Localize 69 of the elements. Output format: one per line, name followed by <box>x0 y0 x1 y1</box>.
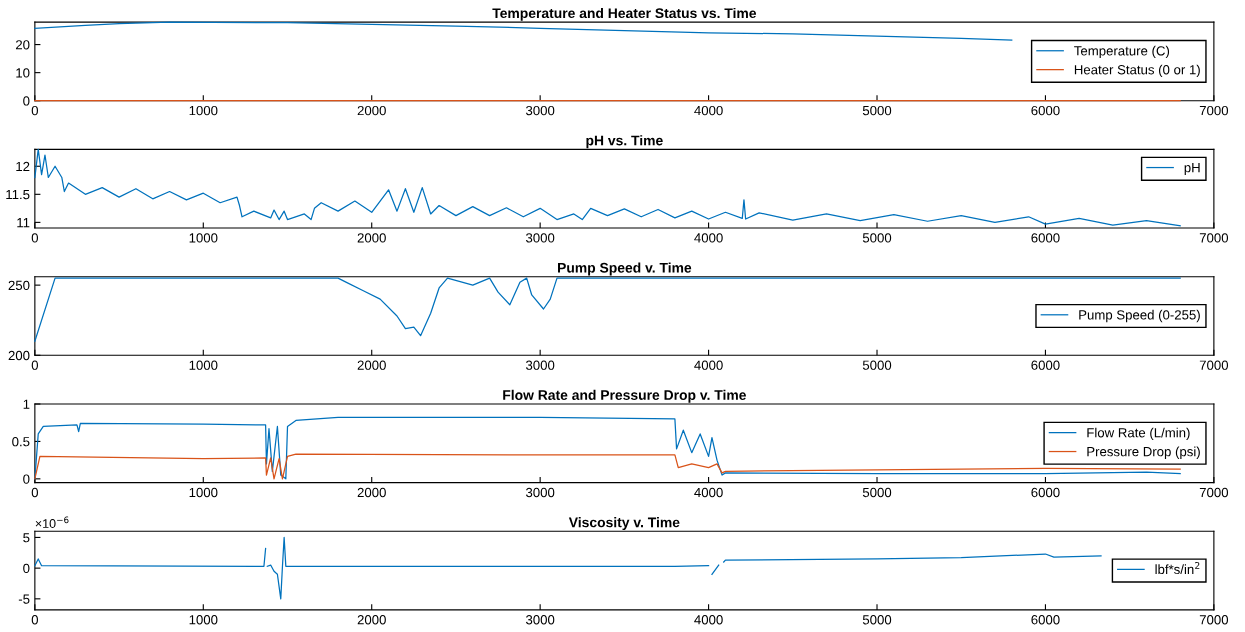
y-tick-label: 11 <box>17 218 30 228</box>
x-tick-label: 3000 <box>525 233 555 243</box>
x-tick-label: 6000 <box>1031 360 1060 370</box>
x-tick-label: 7000 <box>1199 233 1229 243</box>
legend-label: Heater Status (0 or 1) <box>1074 64 1200 77</box>
x-tick-label: 0 <box>31 487 39 498</box>
legend-label: Temperature (C) <box>1074 45 1170 59</box>
chart-title: Viscosity v. Time <box>568 517 680 531</box>
y-tick-label: 5 <box>23 533 30 543</box>
x-tick-label: 2000 <box>357 360 386 370</box>
x-tick-label: 0 <box>31 615 39 625</box>
x-tick-label: 3000 <box>525 360 555 370</box>
x-tick-label: 4000 <box>694 487 723 498</box>
text: ×10$^{−6}$ <box>35 516 69 528</box>
x-tick-label: 1000 <box>189 105 218 116</box>
x-tick-label: 6000 <box>1031 105 1060 116</box>
x-tick-label: 5000 <box>862 615 892 625</box>
x-tick-label: 6000 <box>1031 487 1060 498</box>
legend-label: Flow Rate (L/min) <box>1087 427 1190 440</box>
line-series <box>34 148 1181 227</box>
y-tick-label: 1 <box>23 399 30 409</box>
x-tick-label: 1000 <box>189 487 218 498</box>
x-tick-label: 1000 <box>189 233 218 243</box>
x-tick-label: 0 <box>31 233 39 243</box>
x-tick-label: 2000 <box>357 487 386 498</box>
x-tick-label: 6000 <box>1031 615 1060 625</box>
x-tick-label: 7000 <box>1199 615 1229 625</box>
legend-label: Pressure Drop (psi) <box>1087 446 1200 459</box>
chart-title: pH vs. Time <box>586 135 663 149</box>
x-tick-label: 7000 <box>1199 487 1229 498</box>
chart-title: Flow Rate and Pressure Drop v. Time <box>503 389 746 403</box>
x-tick-label: 3000 <box>525 487 555 498</box>
x-tick-label: 3000 <box>525 615 555 625</box>
x-tick-label: 4000 <box>694 233 723 243</box>
x-tick-label: 1000 <box>189 615 218 625</box>
x-tick-label: 3000 <box>525 105 555 116</box>
x-tick-label: 0 <box>31 105 39 116</box>
y-tick-label: 20 <box>15 40 30 50</box>
y-tick-label: 0 <box>23 563 30 574</box>
x-tick-label: 7000 <box>1199 105 1229 116</box>
legend-label: Pump Speed (0-255) <box>1079 309 1200 323</box>
y-tick-label: 11.5 <box>6 190 30 200</box>
x-tick-label: 5000 <box>862 105 892 116</box>
x-tick-label: 4000 <box>694 105 723 116</box>
x-tick-label: 5000 <box>862 487 892 498</box>
x-tick-label: 4000 <box>694 615 723 625</box>
x-tick-label: 6000 <box>1031 233 1060 243</box>
x-tick-label: 0 <box>31 360 39 370</box>
chart-title: Pump Speed v. Time <box>558 262 692 276</box>
y-tick-label: 0 <box>23 474 30 484</box>
chart-title: Temperature and Heater Status vs. Time <box>492 7 757 21</box>
x-tick-label: 2000 <box>357 615 386 625</box>
x-tick-label: 1000 <box>189 360 218 370</box>
x-tick-label: 2000 <box>357 233 386 243</box>
y-tick-label: 250 <box>8 280 30 291</box>
line-series <box>34 21 1013 41</box>
x-tick-label: 7000 <box>1199 360 1229 370</box>
legend-label: lbf*s/in$^{2}$ <box>1155 562 1200 575</box>
y-tick-label: 12 <box>16 161 30 172</box>
y-tick-label: 10 <box>16 68 30 78</box>
y-tick-label: 0 <box>23 96 30 106</box>
x-tick-label: 5000 <box>862 233 892 243</box>
y-tick-label: -5 <box>18 594 30 604</box>
x-tick-label: 2000 <box>357 105 386 116</box>
y-tick-label: 0.5 <box>12 436 30 447</box>
x-tick-label: 5000 <box>862 360 892 370</box>
y-tick-label: 200 <box>8 350 30 361</box>
x-tick-label: 4000 <box>694 360 723 370</box>
legend-label: pH <box>1184 163 1200 175</box>
